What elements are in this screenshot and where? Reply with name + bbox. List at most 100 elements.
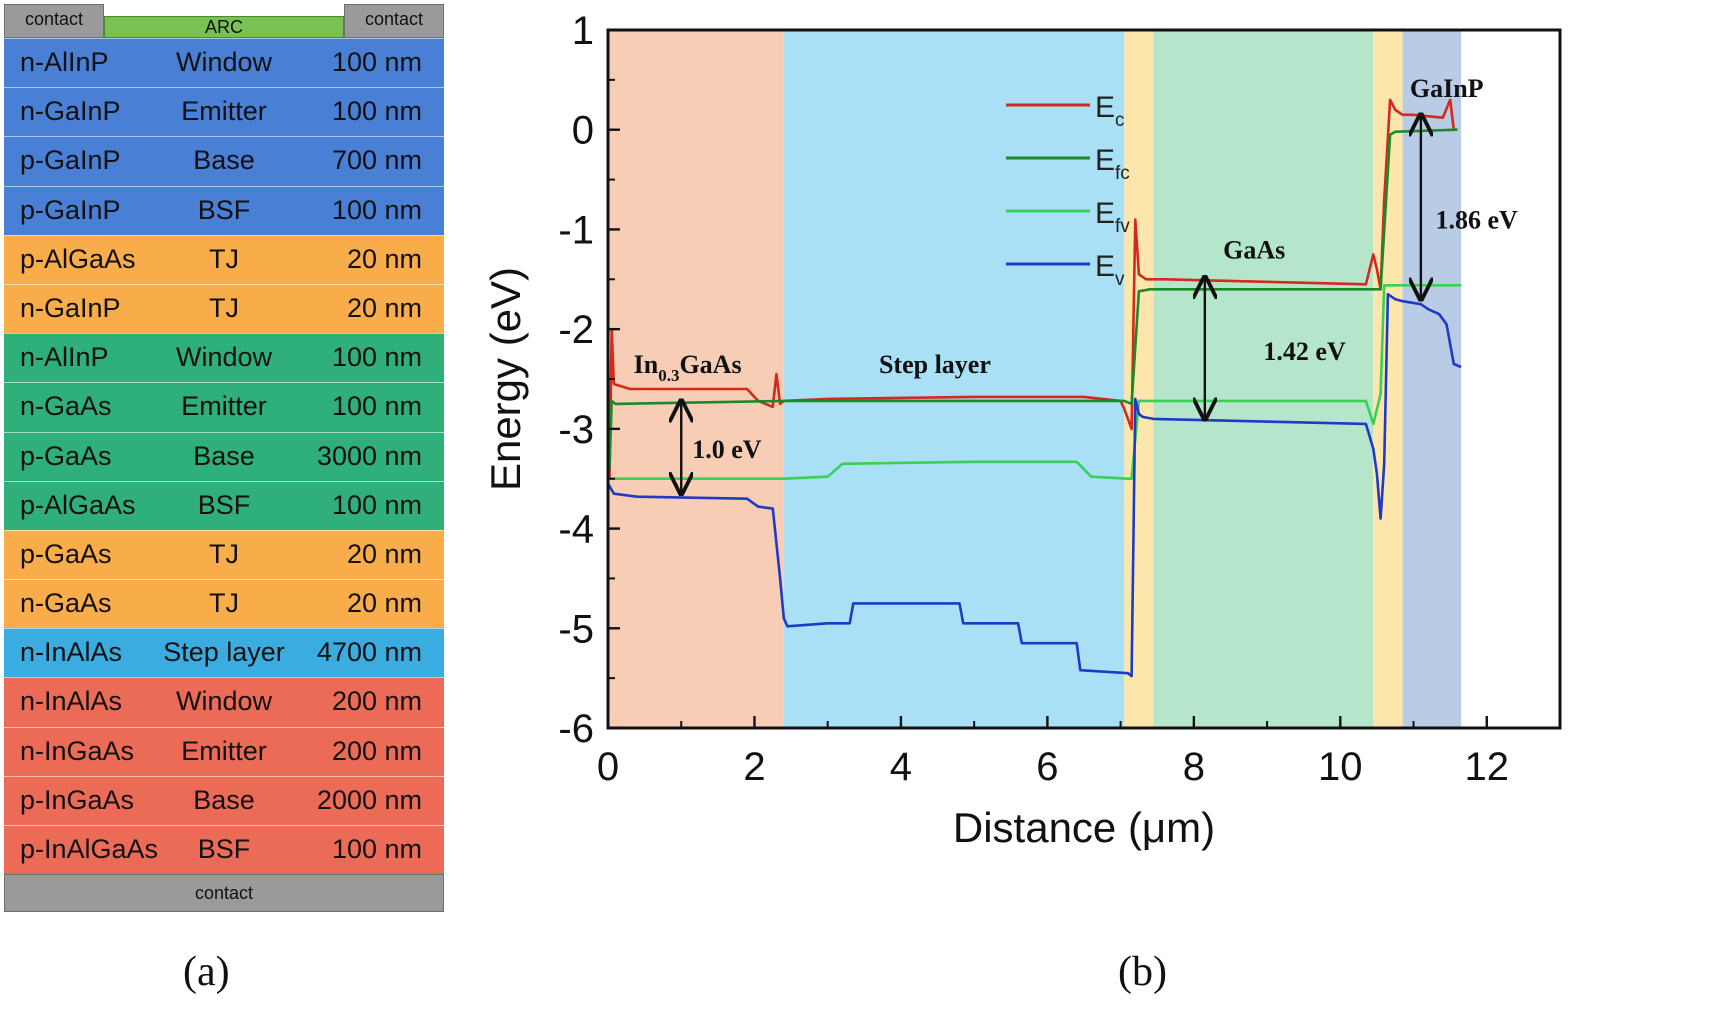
layer-material: n-GaAs xyxy=(20,588,112,619)
legend-entry-subscript: fv xyxy=(1115,216,1130,237)
layer-thickness: 2000 nm xyxy=(316,784,422,815)
layer-thickness: 100 nm xyxy=(331,96,422,127)
top-contact-right: contact xyxy=(344,4,444,38)
y-tick-label: -4 xyxy=(558,508,594,552)
legend-entry-subscript: v xyxy=(1115,269,1125,290)
layer-function: Base xyxy=(193,784,255,815)
x-tick-label: 2 xyxy=(743,745,765,789)
layer-material: n-GaInP xyxy=(20,292,121,323)
region-band xyxy=(608,30,784,728)
layer-thickness: 20 nm xyxy=(346,538,422,569)
layer-function: Window xyxy=(175,47,273,77)
layer-material: p-GaInP xyxy=(20,145,121,176)
caption-a: (a) xyxy=(183,949,230,995)
layer-row: n-GaAs TJ 20 nm xyxy=(4,579,444,629)
layer-function: TJ xyxy=(209,538,239,569)
layer-row: n-GaAs Emitter 100 nm xyxy=(4,382,444,432)
x-tick-label: 0 xyxy=(597,745,619,789)
layer-material: n-GaInP xyxy=(20,96,121,127)
legend-entry-symbol: E xyxy=(1095,197,1115,230)
layer-function: Base xyxy=(193,145,255,176)
layer-function: TJ xyxy=(209,588,239,619)
legend-entry: Efc xyxy=(1095,144,1130,184)
layer-material: n-InAlAs xyxy=(20,686,123,717)
layer-stack: contact ARC contact n-AlInP Window 100 nm n… xyxy=(4,4,444,913)
region-label: GaInP xyxy=(1410,74,1484,103)
region-backgrounds xyxy=(608,30,1462,728)
region-labels: In0.3GaAs Step layer GaAs GaInP xyxy=(634,74,1484,385)
layer-thickness: 100 nm xyxy=(331,391,422,422)
y-tick-label: -2 xyxy=(558,308,594,352)
legend-entry-symbol: E xyxy=(1095,91,1115,124)
layer-function: Emitter xyxy=(181,735,267,766)
layer-function: Emitter xyxy=(181,96,267,127)
layer-material: n-InGaAs xyxy=(20,735,135,766)
layer-material: n-AlInP xyxy=(20,47,109,77)
legend-entry-symbol: E xyxy=(1095,144,1115,177)
region-band xyxy=(1402,30,1462,728)
legend-entry: Ec xyxy=(1095,91,1125,131)
layer-material: p-InAlGaAs xyxy=(20,834,159,864)
legend-entry-subscript: c xyxy=(1115,110,1125,131)
region-label-main: In xyxy=(634,350,659,379)
layer-thickness: 100 nm xyxy=(331,342,422,373)
bottom-contact: contact xyxy=(4,874,444,913)
arc-coating: ARC xyxy=(104,16,344,38)
layer-row: n-InAlAs Window 200 nm xyxy=(4,677,444,727)
layer-row: p-InGaAs Base 2000 nm xyxy=(4,775,444,825)
layer-thickness: 200 nm xyxy=(331,735,422,766)
region-label: Step layer xyxy=(879,350,991,379)
y-tick-label: -5 xyxy=(558,607,594,651)
layer-material: p-AlGaAs xyxy=(20,489,136,520)
caption-b: (b) xyxy=(1118,949,1167,995)
region-band xyxy=(1124,30,1154,728)
layer-material: p-InGaAs xyxy=(20,784,135,815)
layer-material: n-AlInP xyxy=(20,342,109,373)
layer-thickness: 20 nm xyxy=(346,243,422,274)
y-axis-label: Energy (eV) xyxy=(482,267,529,491)
region-label-sub: 0.3 xyxy=(658,366,679,385)
layer-row: p-GaInP Base 700 nm xyxy=(4,136,444,186)
region-label-main: Step layer xyxy=(879,350,991,379)
region-label: In0.3GaAs xyxy=(634,350,742,385)
layer-row: n-AlInP Window 100 nm xyxy=(4,333,444,383)
layer-row: p-GaAs TJ 20 nm xyxy=(4,529,444,580)
layer-material: p-GaInP xyxy=(20,194,121,225)
layer-function: Window xyxy=(175,686,273,717)
layer-thickness: 100 nm xyxy=(331,834,422,864)
layer-row: n-InGaAs Emitter 200 nm xyxy=(4,726,444,776)
x-tick-label: 6 xyxy=(1036,745,1058,789)
layer-thickness: 4700 nm xyxy=(316,637,422,668)
layer-thickness: 100 nm xyxy=(331,194,422,225)
layer-thickness: 3000 nm xyxy=(316,440,422,471)
series-line-Efc xyxy=(608,128,1458,469)
layer-row: p-GaInP BSF 100 nm xyxy=(4,185,444,235)
region-label: GaAs xyxy=(1223,235,1285,264)
layer-material: p-AlGaAs xyxy=(20,243,136,274)
layer-row: p-InAlGaAs BSF 100 nm xyxy=(4,825,444,875)
layer-function: BSF xyxy=(197,489,251,520)
series-line-Efv xyxy=(609,283,1462,481)
region-label-main: GaInP xyxy=(1410,74,1484,103)
legend-entry: Efv xyxy=(1095,197,1130,237)
y-tick-label: -6 xyxy=(558,707,594,751)
x-tick-label: 10 xyxy=(1318,745,1363,789)
region-band xyxy=(783,30,1125,728)
layer-material: p-GaAs xyxy=(20,538,112,569)
layer-function: TJ xyxy=(209,243,239,274)
layer-thickness: 200 nm xyxy=(331,686,422,717)
x-tick-label: 12 xyxy=(1465,745,1510,789)
layer-material: p-GaAs xyxy=(20,440,112,471)
legend-entry-symbol: E xyxy=(1095,250,1115,283)
layer-row: n-InAlAs Step layer 4700 nm xyxy=(4,628,444,678)
layer-function: Step layer xyxy=(163,637,285,668)
layer-stack-figure: contact ARC contact n-AlInP Window 100 nm n… xyxy=(0,0,450,1016)
layer-thickness: 20 nm xyxy=(346,292,422,323)
series-line-Ec xyxy=(608,98,1458,479)
layer-function: Emitter xyxy=(181,391,267,422)
layer-thickness: 100 nm xyxy=(331,47,422,77)
layer-row: n-AlInP Window 100 nm xyxy=(4,38,444,88)
bandgap-annotations: 1.0 eV 1.42 eV 1.86 eV xyxy=(681,115,1518,494)
